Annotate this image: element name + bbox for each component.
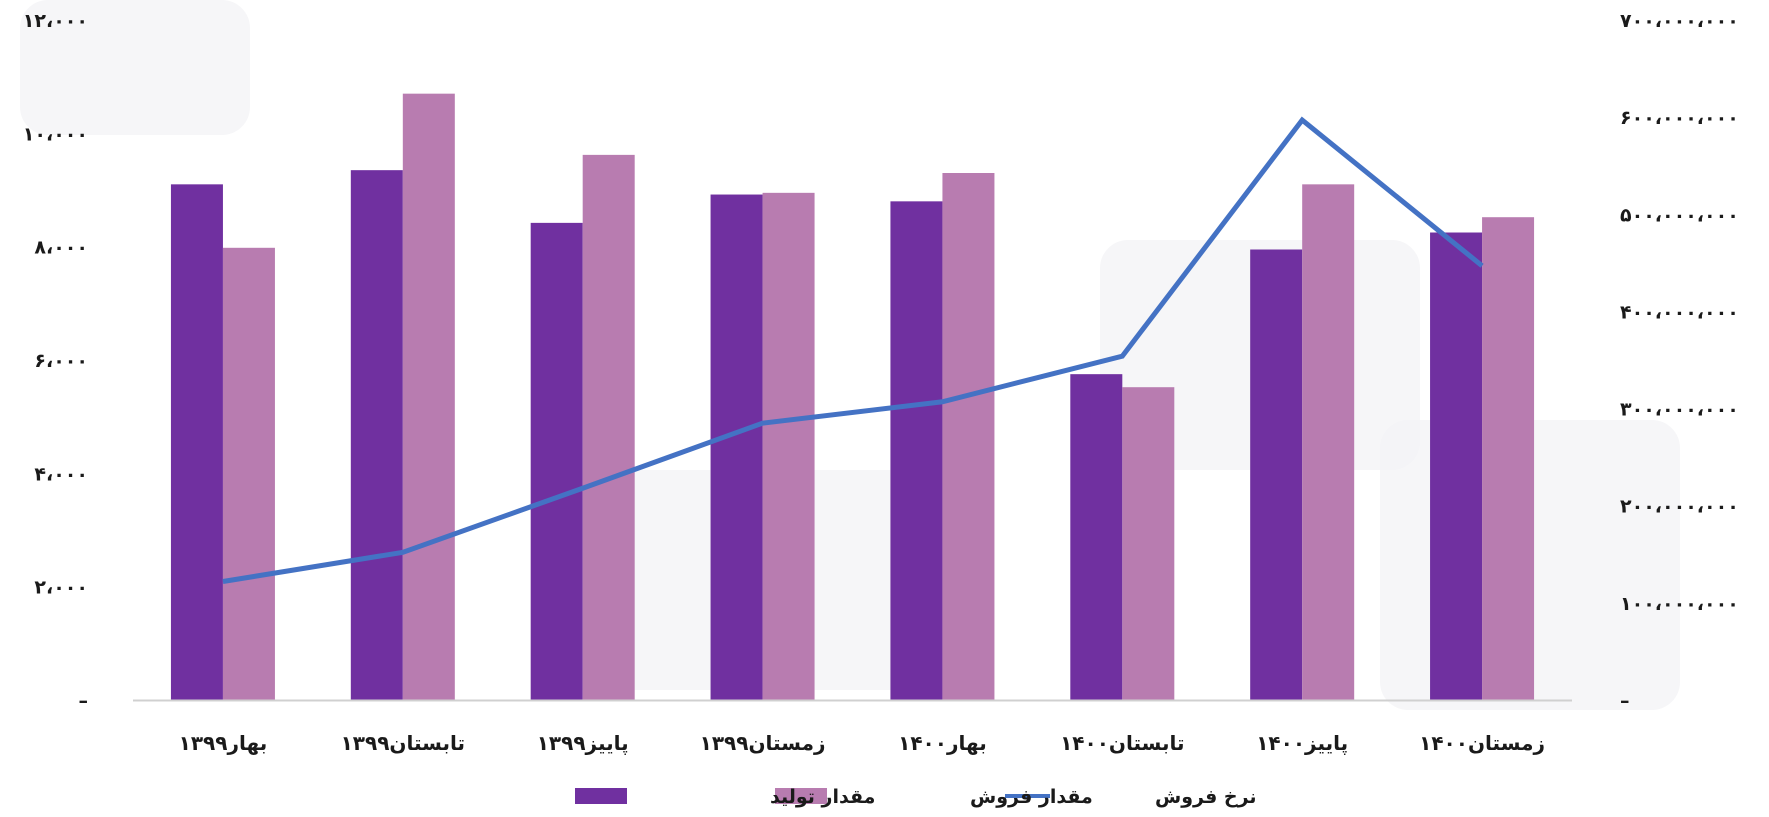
sales-bar bbox=[582, 154, 635, 700]
right-axis-tick-label: ۲۰۰،۰۰۰،۰۰۰ bbox=[1620, 496, 1739, 518]
left-axis-tick-label: ۴،۰۰۰ bbox=[34, 463, 88, 485]
x-axis-category-label: تابستان۱۴۰۰ bbox=[1060, 731, 1184, 755]
x-axis-category-label: پاییز۱۴۰۰ bbox=[1256, 731, 1348, 756]
sales-bar bbox=[1302, 184, 1355, 701]
legend-label: مقدار فروش bbox=[970, 786, 1093, 808]
right-axis-tick-label: ۳۰۰،۰۰۰،۰۰۰ bbox=[1620, 399, 1739, 421]
production-bar bbox=[1070, 374, 1123, 700]
legend-swatch-box bbox=[575, 788, 627, 804]
right-axis-tick-label: ۱۰۰،۰۰۰،۰۰۰ bbox=[1620, 593, 1739, 615]
production-bar bbox=[530, 222, 583, 700]
legend-swatch-box bbox=[775, 788, 827, 804]
production-bar bbox=[890, 201, 943, 701]
left-axis-tick-label: ۱۰،۰۰۰ bbox=[23, 123, 88, 145]
left-axis-tick-label: ۲،۰۰۰ bbox=[34, 577, 88, 599]
sales-bar bbox=[762, 192, 815, 701]
left-axis-tick-label: ۶،۰۰۰ bbox=[34, 350, 88, 372]
left-axis-tick-label: ۱۲،۰۰۰ bbox=[23, 10, 88, 32]
right-axis-tick-label: ۵۰۰،۰۰۰،۰۰۰ bbox=[1620, 204, 1739, 226]
x-axis-category-label: پاییز۱۳۹۹ bbox=[537, 731, 629, 756]
sales-bar bbox=[1482, 217, 1535, 700]
left-axis-tick-label: ۸،۰۰۰ bbox=[34, 237, 88, 259]
x-axis-category-label: زمستان۱۴۰۰ bbox=[1419, 731, 1545, 755]
right-axis-tick-label: ۶۰۰،۰۰۰،۰۰۰ bbox=[1620, 107, 1739, 129]
production-bar bbox=[350, 170, 403, 700]
sales-rate-line bbox=[222, 116, 1484, 584]
production-bar bbox=[170, 184, 223, 701]
x-axis-category-label: بهار۱۳۹۹ bbox=[179, 731, 268, 755]
right-axis-tick-label: ۷۰۰،۰۰۰،۰۰۰ bbox=[1620, 10, 1739, 32]
legend-label: نرخ فروش bbox=[1155, 786, 1257, 808]
background-panel bbox=[20, 0, 250, 135]
sales-bar bbox=[222, 247, 275, 701]
sales-bar bbox=[942, 173, 995, 700]
right-axis-tick-label: – bbox=[1620, 690, 1630, 712]
legend-label: مقدار تولید bbox=[770, 786, 875, 808]
production-bar bbox=[1430, 232, 1483, 700]
production-bar bbox=[710, 194, 763, 701]
left-axis-tick-label: – bbox=[79, 690, 89, 712]
production-bar bbox=[1250, 249, 1303, 700]
sales-bar bbox=[1122, 387, 1175, 700]
x-axis-category-label: بهار۱۴۰۰ bbox=[898, 731, 987, 755]
sales-bar bbox=[402, 93, 455, 700]
right-axis-tick-label: ۴۰۰،۰۰۰،۰۰۰ bbox=[1620, 301, 1739, 323]
x-axis-category-label: تابستان۱۳۹۹ bbox=[341, 731, 465, 755]
x-axis-category-label: زمستان۱۳۹۹ bbox=[700, 731, 826, 755]
